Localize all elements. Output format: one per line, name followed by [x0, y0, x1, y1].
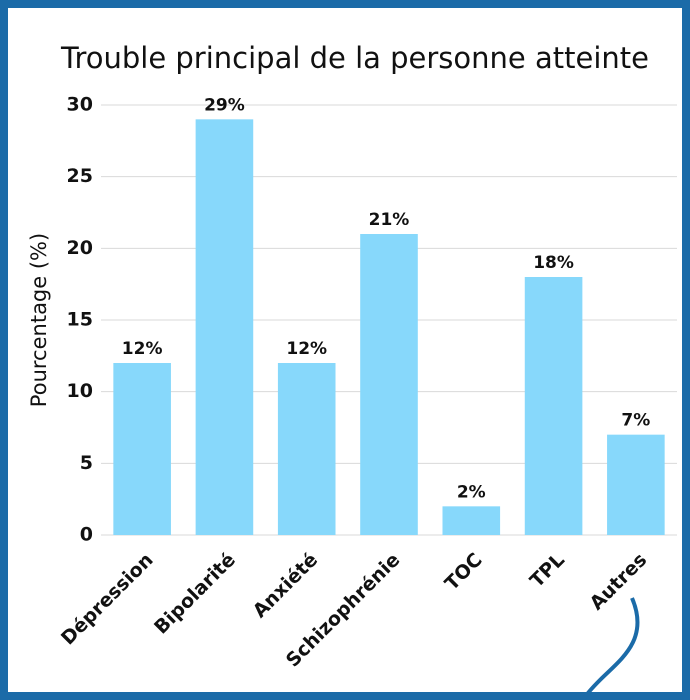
x-tick-label: Bipolarité — [150, 549, 240, 639]
value-label: 18% — [533, 253, 574, 273]
y-tick-label: 15 — [67, 309, 93, 331]
y-tick-label: 10 — [67, 380, 93, 402]
x-tick-label: Dépression — [57, 549, 158, 650]
bar — [360, 234, 418, 535]
y-tick-label: 25 — [67, 165, 93, 187]
bar — [195, 119, 254, 535]
chart-title: Trouble principal de la personne atteint… — [60, 41, 649, 75]
bar — [442, 506, 501, 535]
decoration — [581, 597, 640, 700]
y-tick-label: 30 — [67, 94, 93, 116]
x-tick-label: Anxiété — [249, 549, 322, 622]
y-axis-label: Pourcentage (%) — [27, 233, 51, 407]
bar — [113, 363, 171, 535]
x-tick-label: TOC — [441, 549, 487, 595]
value-label: 7% — [621, 411, 650, 431]
value-label: 2% — [457, 482, 486, 502]
x-tick-label: Autres — [586, 549, 652, 615]
value-label: 21% — [369, 210, 410, 230]
bar — [277, 363, 336, 535]
bar — [524, 277, 583, 535]
value-label: 29% — [204, 95, 245, 115]
bar — [607, 434, 665, 535]
value-label: 12% — [286, 339, 327, 359]
value-label: 12% — [122, 339, 163, 359]
y-tick-label: 5 — [80, 452, 93, 474]
y-tick-label: 20 — [67, 237, 93, 259]
y-tick-label: 0 — [80, 524, 93, 546]
x-tick-label: TPL — [526, 549, 569, 592]
